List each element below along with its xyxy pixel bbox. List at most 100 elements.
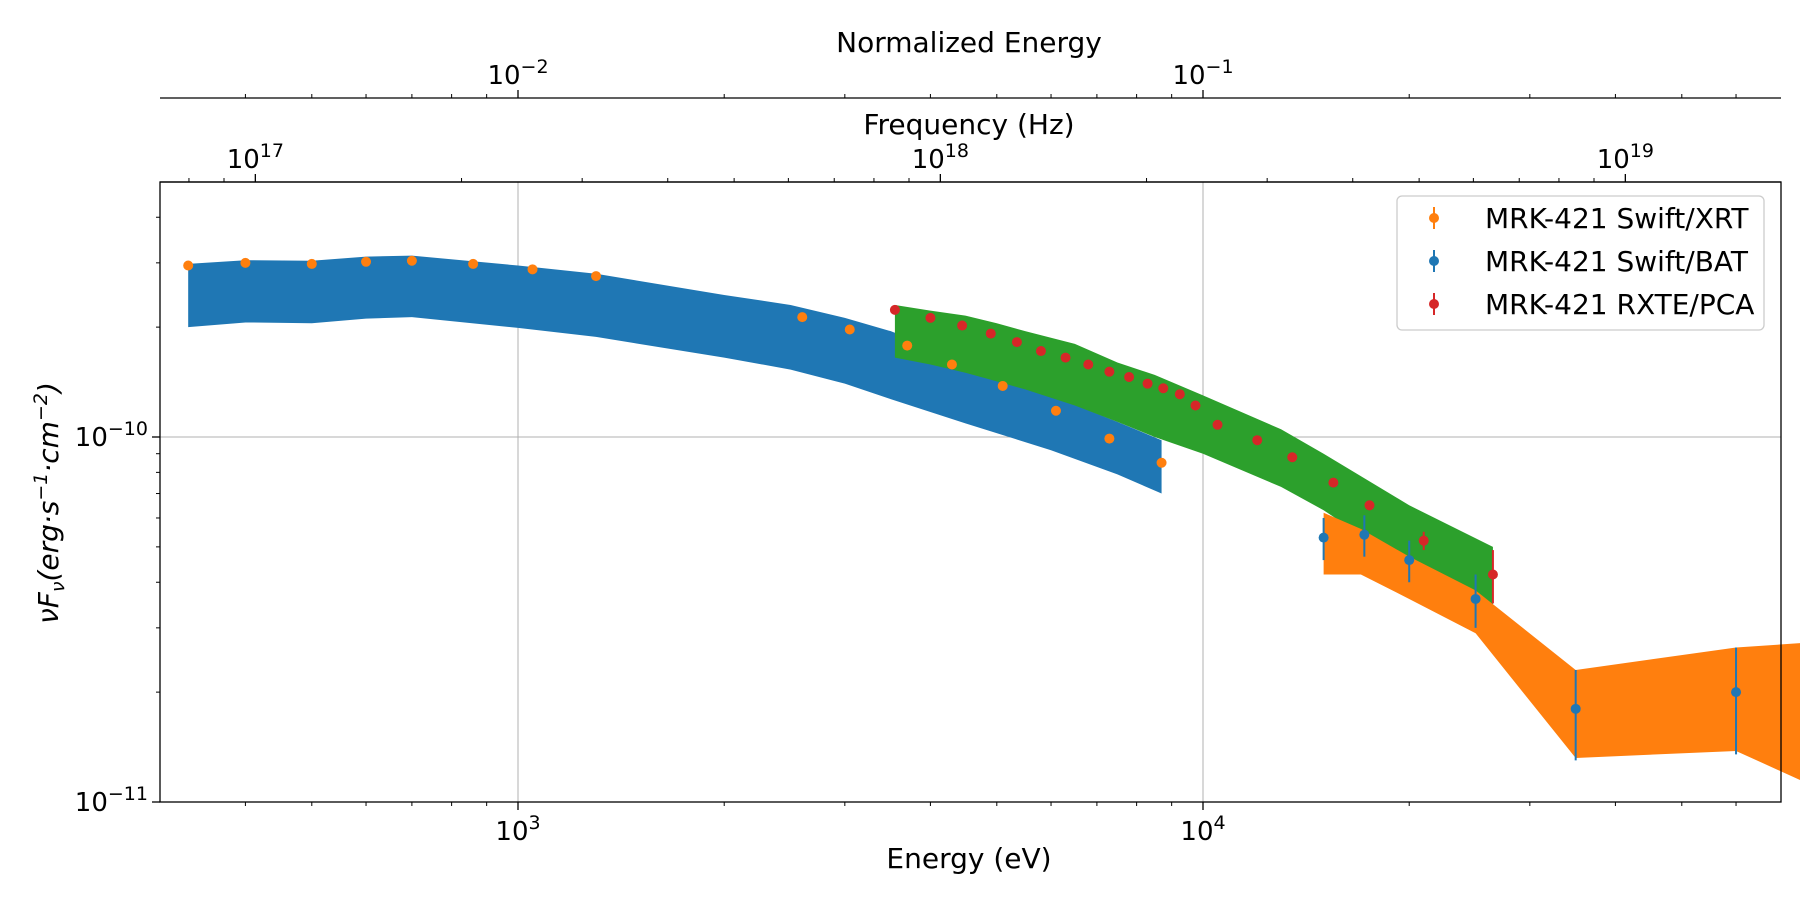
x-tick-label-1-exp: 4 <box>1214 812 1226 834</box>
norm-tick-label-1: 10−2 <box>487 56 548 91</box>
data-point-1-15 <box>1252 435 1263 446</box>
x-tick-label-0-base: 10 <box>495 817 528 847</box>
data-point-1-19 <box>1418 535 1429 546</box>
data-point-1-9 <box>1124 372 1135 383</box>
data-point-2-4 <box>1570 703 1581 714</box>
x-tick-label-0-exp: 3 <box>529 812 541 834</box>
x-tick-label-1: 104 <box>1180 812 1225 847</box>
norm-tick-label-1-exp: −2 <box>521 56 549 78</box>
data-point-0-8 <box>797 312 808 323</box>
data-point-1-6 <box>1060 352 1071 363</box>
data-point-1-17 <box>1328 477 1339 488</box>
data-point-1-14 <box>1212 419 1223 430</box>
data-point-0-10 <box>902 340 913 351</box>
freq-tick-label-1-exp: 18 <box>945 140 969 162</box>
freq-tick-label-2: 1019 <box>1597 140 1654 175</box>
y-label-exp2: −2 <box>30 393 52 421</box>
data-point-2-2 <box>1404 555 1415 566</box>
data-point-1-11 <box>1158 383 1169 394</box>
data-point-0-1 <box>240 257 251 268</box>
y-tick-label-0: 10−11 <box>75 783 148 818</box>
freq-tick-label-2-base: 10 <box>1597 145 1630 175</box>
freq-tick-label-0: 1017 <box>227 140 284 175</box>
legend-label-pca: MRK-421 RXTE/PCA <box>1485 288 1754 321</box>
legend-entry-xrt: MRK-421 Swift/XRT <box>1429 202 1749 235</box>
data-point-0-5 <box>468 258 479 269</box>
normalized-energy-axis-label: Normalized Energy <box>836 26 1102 59</box>
frequency-axis-ticks: 1017 1018 1019 <box>188 140 1654 182</box>
freq-tick-label-2-exp: 19 <box>1630 140 1654 162</box>
y-label-f: F <box>32 591 65 608</box>
legend-marker-xrt <box>1429 213 1439 223</box>
data-point-1-8 <box>1104 366 1115 377</box>
bottom-axis-ticks: 103 104 <box>244 802 1737 847</box>
legend-entry-bat: MRK-421 Swift/BAT <box>1429 245 1749 278</box>
data-point-0-2 <box>306 258 317 269</box>
freq-tick-label-1: 1018 <box>912 140 969 175</box>
data-point-0-6 <box>527 264 538 275</box>
norm-tick-label-2-base: 10 <box>1172 61 1205 91</box>
data-point-1-4 <box>1011 337 1022 348</box>
data-points <box>183 255 1742 761</box>
data-point-2-5 <box>1731 687 1742 698</box>
frequency-axis-label: Frequency (Hz) <box>863 108 1074 141</box>
freq-tick-label-1-base: 10 <box>912 145 945 175</box>
data-point-1-0 <box>889 304 900 315</box>
data-point-1-2 <box>957 320 968 331</box>
freq-tick-label-0-base: 10 <box>227 145 260 175</box>
freq-tick-label-0-exp: 17 <box>260 140 284 162</box>
data-point-1-18 <box>1364 500 1375 511</box>
data-point-1-3 <box>985 328 996 339</box>
y-tick-label-0-exp: −11 <box>108 783 148 805</box>
data-point-0-3 <box>361 256 372 267</box>
data-point-0-12 <box>997 380 1008 391</box>
normalized-energy-axis-ticks: 10−310−210−1 <box>244 56 1737 98</box>
model-band-0 <box>188 255 1162 494</box>
legend-entry-pca: MRK-421 RXTE/PCA <box>1429 288 1754 321</box>
data-point-0-15 <box>1156 457 1167 468</box>
y-tick-label-1-base: 10 <box>75 423 108 453</box>
y-label-mid: ·cm <box>32 421 65 473</box>
legend-marker-bat <box>1429 256 1439 266</box>
model-band-2 <box>1323 512 1800 780</box>
data-point-1-13 <box>1190 400 1201 411</box>
data-point-1-7 <box>1083 359 1094 370</box>
y-tick-label-1-exp: −10 <box>108 418 148 440</box>
data-point-1-1 <box>925 312 936 323</box>
x-tick-label-0: 103 <box>495 812 540 847</box>
y-label-post: ) <box>32 382 65 395</box>
y-label-pre: (erg·s <box>32 501 65 582</box>
y-label-exp1: −1 <box>30 473 52 501</box>
y-label-nu: ν <box>32 608 65 624</box>
norm-tick-label-1-base: 10 <box>487 61 520 91</box>
data-point-2-3 <box>1470 593 1481 604</box>
x-tick-label-1-base: 10 <box>1180 817 1213 847</box>
y-axis-label: νFν(erg·s−1·cm−2) <box>30 382 69 624</box>
data-point-0-0 <box>183 260 194 271</box>
legend-marker-pca <box>1429 299 1439 309</box>
model-band-1 <box>894 304 1493 609</box>
x-axis-label: Energy (eV) <box>886 842 1051 875</box>
legend-box <box>1396 195 1765 331</box>
data-point-1-16 <box>1287 452 1298 463</box>
data-point-0-13 <box>1050 405 1061 416</box>
y-tick-label-1: 10−10 <box>75 418 148 453</box>
data-point-2-1 <box>1359 529 1370 540</box>
data-point-0-4 <box>406 255 417 266</box>
model-bands <box>188 255 1800 780</box>
data-point-1-20 <box>1487 569 1498 580</box>
data-point-1-10 <box>1142 378 1153 389</box>
data-point-0-11 <box>946 359 957 370</box>
data-point-0-14 <box>1104 433 1115 444</box>
data-point-2-0 <box>1318 532 1329 543</box>
norm-tick-label-2-exp: −1 <box>1206 56 1234 78</box>
legend-label-xrt: MRK-421 Swift/XRT <box>1485 202 1749 235</box>
data-point-1-12 <box>1174 389 1185 400</box>
norm-tick-label-2: 10−1 <box>1172 56 1233 91</box>
data-point-1-5 <box>1035 346 1046 357</box>
legend-label-bat: MRK-421 Swift/BAT <box>1485 245 1749 278</box>
legend: MRK-421 Swift/XRT MRK-421 Swift/BAT MRK-… <box>1396 195 1765 331</box>
